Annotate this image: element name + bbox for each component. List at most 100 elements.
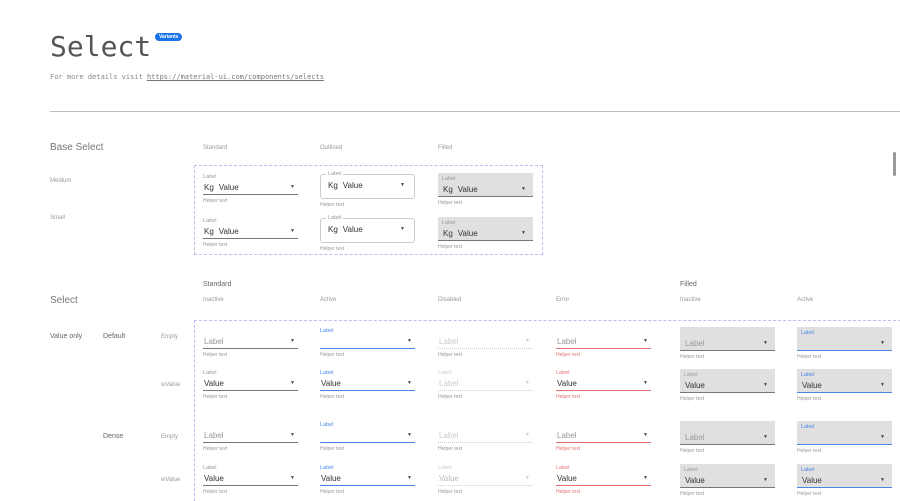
select-field-standard-error[interactable]: Label ▼ Helper text bbox=[556, 421, 651, 452]
field-box[interactable]: Label Kg Value ▼ bbox=[438, 173, 533, 197]
caret-down-icon[interactable]: ▼ bbox=[400, 226, 405, 232]
field-value[interactable]: Label ▼ bbox=[438, 377, 533, 391]
field-box[interactable]: Label Value ▼ bbox=[797, 369, 892, 393]
select-field-standard-error[interactable]: Label Value ▼ Helper text bbox=[556, 464, 651, 495]
caret-down-icon[interactable]: ▼ bbox=[643, 338, 648, 344]
field-value[interactable]: Kg Value ▼ bbox=[203, 225, 298, 239]
variants-badge[interactable]: Variants bbox=[155, 33, 183, 41]
caret-down-icon[interactable]: ▼ bbox=[290, 475, 295, 481]
select-field-standard-active[interactable]: Label ▼ Helper text bbox=[320, 421, 415, 452]
field-box[interactable]: Label Value ▼ bbox=[797, 464, 892, 488]
field-value[interactable]: Value ▼ bbox=[556, 472, 651, 486]
select-field-standard-inactive[interactable]: Label Kg Value ▼ Helper text bbox=[203, 173, 298, 204]
select-field-standard-inactive[interactable]: Label ▼ Helper text bbox=[203, 421, 298, 452]
caret-down-icon[interactable]: ▼ bbox=[290, 184, 295, 190]
field-value[interactable]: Value ▼ bbox=[556, 377, 651, 391]
field-value[interactable]: Value ▼ bbox=[438, 472, 533, 486]
field-value[interactable]: Kg Value ▼ bbox=[442, 227, 529, 240]
field-value[interactable]: Value ▼ bbox=[203, 377, 298, 391]
field-value[interactable]: Label ▼ bbox=[556, 429, 651, 443]
field-value[interactable]: Value ▼ bbox=[320, 472, 415, 486]
caret-down-icon[interactable]: ▼ bbox=[407, 380, 412, 386]
field-value[interactable]: Label ▼ bbox=[438, 429, 533, 443]
field-box[interactable]: Label Kg Value ▼ bbox=[320, 215, 415, 243]
field-value[interactable]: Value ▼ bbox=[320, 377, 415, 391]
select-field-filled-active[interactable]: Label Value ▼ Helper text bbox=[797, 464, 892, 497]
caret-down-icon[interactable]: ▼ bbox=[290, 338, 295, 344]
select-field-standard-inactive[interactable]: Label ▼ Helper text bbox=[203, 327, 298, 358]
field-value[interactable]: Label ▼ bbox=[684, 337, 771, 350]
caret-down-icon[interactable]: ▼ bbox=[763, 382, 768, 388]
field-value[interactable]: Kg Value ▼ bbox=[442, 183, 529, 196]
caret-down-icon[interactable]: ▼ bbox=[763, 477, 768, 483]
select-field-filled-active[interactable]: Label ▼ Helper text bbox=[797, 327, 892, 360]
field-box[interactable]: Label Kg Value ▼ bbox=[438, 217, 533, 241]
field-value[interactable]: ▼ bbox=[320, 429, 415, 443]
select-field-standard-error[interactable]: Label ▼ Helper text bbox=[556, 327, 651, 358]
docs-link[interactable]: https://material-ui.com/components/selec… bbox=[146, 73, 324, 81]
caret-down-icon[interactable]: ▼ bbox=[290, 432, 295, 438]
caret-down-icon[interactable]: ▼ bbox=[290, 228, 295, 234]
field-value[interactable]: Kg Value ▼ bbox=[327, 179, 408, 192]
caret-down-icon[interactable]: ▼ bbox=[643, 380, 648, 386]
select-field-filled-active[interactable]: Label Value ▼ Helper text bbox=[797, 369, 892, 402]
field-box[interactable]: Label ▼ bbox=[797, 327, 892, 351]
select-field-filled-inactive[interactable]: Label ▼ Helper text bbox=[680, 327, 775, 360]
caret-down-icon[interactable]: ▼ bbox=[525, 380, 530, 386]
select-field-outlined-inactive[interactable]: Label Kg Value ▼ Helper text bbox=[320, 171, 415, 208]
field-value[interactable]: ▼ bbox=[801, 337, 888, 350]
caret-down-icon[interactable]: ▼ bbox=[525, 432, 530, 438]
select-field-filled-active[interactable]: Label ▼ Helper text bbox=[797, 421, 892, 454]
caret-down-icon[interactable]: ▼ bbox=[880, 382, 885, 388]
caret-down-icon[interactable]: ▼ bbox=[880, 477, 885, 483]
caret-down-icon[interactable]: ▼ bbox=[763, 434, 768, 440]
field-value[interactable]: ▼ bbox=[320, 335, 415, 349]
field-value[interactable]: Kg Value ▼ bbox=[327, 223, 408, 236]
field-value[interactable]: Label ▼ bbox=[203, 429, 298, 443]
caret-down-icon[interactable]: ▼ bbox=[643, 432, 648, 438]
field-value[interactable]: Value ▼ bbox=[801, 379, 888, 392]
select-field-standard-inactive[interactable]: Label Value ▼ Helper text bbox=[203, 369, 298, 400]
select-field-filled-inactive[interactable]: Label ▼ Helper text bbox=[680, 421, 775, 454]
caret-down-icon[interactable]: ▼ bbox=[525, 475, 530, 481]
field-value[interactable]: Kg Value ▼ bbox=[203, 181, 298, 195]
field-value[interactable]: Value ▼ bbox=[684, 474, 771, 487]
field-box[interactable]: Label ▼ bbox=[797, 421, 892, 445]
select-field-standard-active[interactable]: Label ▼ Helper text bbox=[320, 327, 415, 358]
caret-down-icon[interactable]: ▼ bbox=[407, 475, 412, 481]
field-value[interactable]: Value ▼ bbox=[203, 472, 298, 486]
field-box[interactable]: Label ▼ bbox=[680, 327, 775, 351]
caret-down-icon[interactable]: ▼ bbox=[407, 432, 412, 438]
caret-down-icon[interactable]: ▼ bbox=[763, 340, 768, 346]
caret-down-icon[interactable]: ▼ bbox=[521, 230, 526, 236]
caret-down-icon[interactable]: ▼ bbox=[290, 380, 295, 386]
field-value[interactable]: Value ▼ bbox=[684, 379, 771, 392]
select-field-standard-active[interactable]: Label Value ▼ Helper text bbox=[320, 464, 415, 495]
select-field-filled-inactive[interactable]: Label Kg Value ▼ Helper text bbox=[438, 217, 533, 250]
select-field-standard-active[interactable]: Label Value ▼ Helper text bbox=[320, 369, 415, 400]
caret-down-icon[interactable]: ▼ bbox=[407, 338, 412, 344]
select-field-standard-inactive[interactable]: Label Value ▼ Helper text bbox=[203, 464, 298, 495]
field-value[interactable]: Label ▼ bbox=[556, 335, 651, 349]
field-box[interactable]: Label ▼ bbox=[680, 421, 775, 445]
field-value[interactable]: Label ▼ bbox=[684, 431, 771, 444]
caret-down-icon[interactable]: ▼ bbox=[880, 434, 885, 440]
select-field-filled-inactive[interactable]: Label Value ▼ Helper text bbox=[680, 464, 775, 497]
caret-down-icon[interactable]: ▼ bbox=[643, 475, 648, 481]
field-value[interactable]: Label ▼ bbox=[438, 335, 533, 349]
select-field-filled-inactive[interactable]: Label Value ▼ Helper text bbox=[680, 369, 775, 402]
select-field-standard-error[interactable]: Label Value ▼ Helper text bbox=[556, 369, 651, 400]
field-value[interactable]: ▼ bbox=[801, 431, 888, 444]
caret-down-icon[interactable]: ▼ bbox=[525, 338, 530, 344]
field-box[interactable]: Label Value ▼ bbox=[680, 464, 775, 488]
select-field-outlined-inactive[interactable]: Label Kg Value ▼ Helper text bbox=[320, 215, 415, 252]
caret-down-icon[interactable]: ▼ bbox=[400, 182, 405, 188]
scrollbar[interactable] bbox=[893, 152, 896, 176]
caret-down-icon[interactable]: ▼ bbox=[521, 186, 526, 192]
field-value[interactable]: Label ▼ bbox=[203, 335, 298, 349]
field-box[interactable]: Label Kg Value ▼ bbox=[320, 171, 415, 199]
select-field-standard-inactive[interactable]: Label Kg Value ▼ Helper text bbox=[203, 217, 298, 248]
field-value[interactable]: Value ▼ bbox=[801, 474, 888, 487]
select-field-filled-inactive[interactable]: Label Kg Value ▼ Helper text bbox=[438, 173, 533, 206]
caret-down-icon[interactable]: ▼ bbox=[880, 340, 885, 346]
